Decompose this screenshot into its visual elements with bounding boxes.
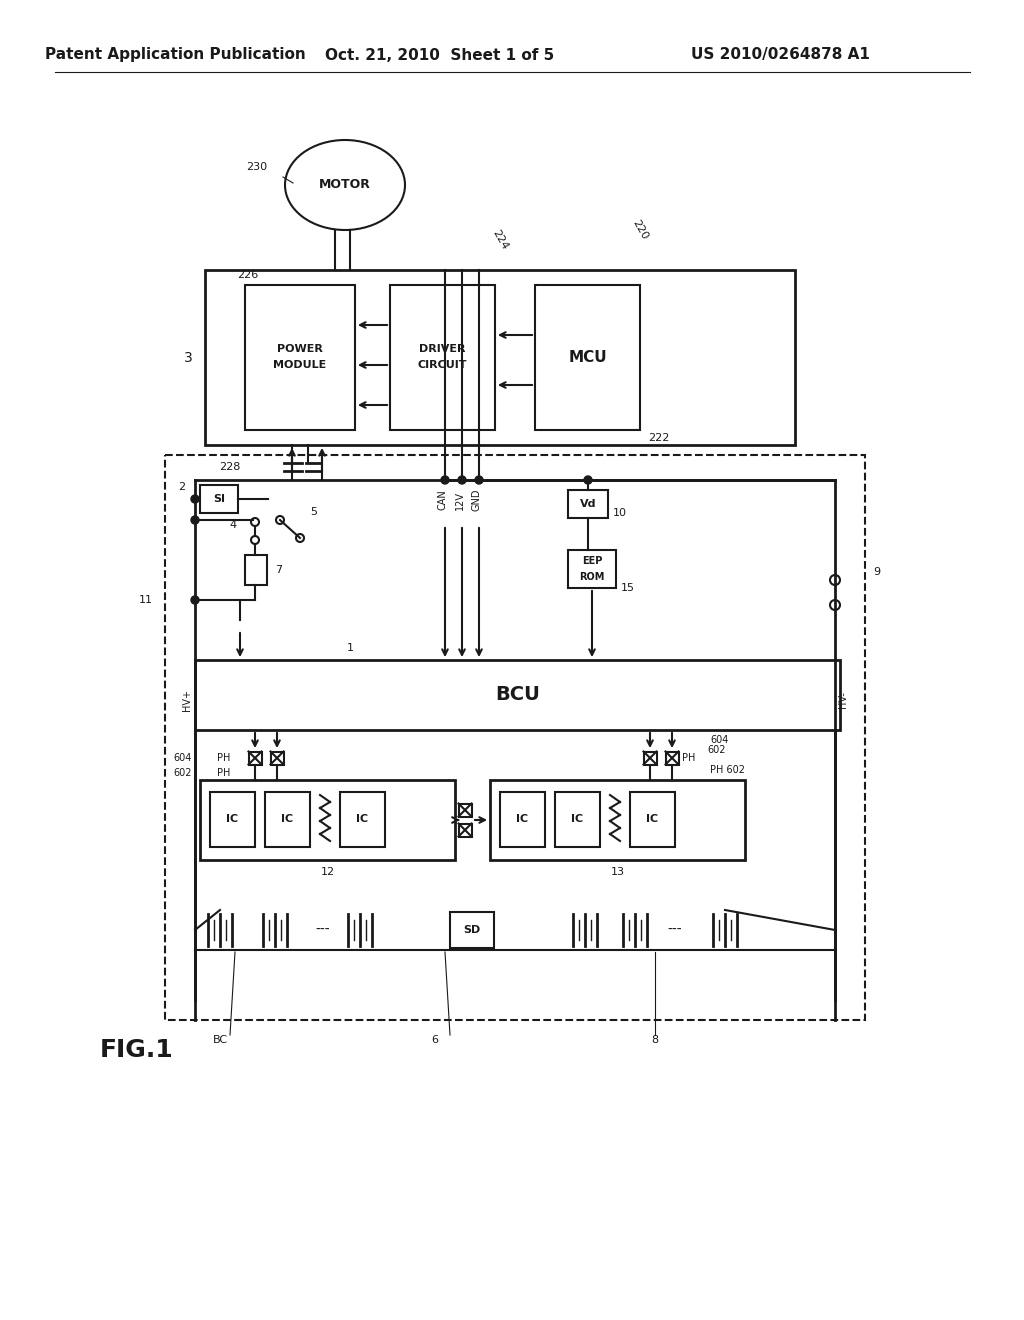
Text: Vd: Vd	[580, 499, 596, 510]
Text: PH: PH	[682, 752, 695, 763]
Bar	[265, 792, 310, 847]
Text: EEP: EEP	[582, 556, 602, 566]
Text: 222: 222	[648, 433, 670, 444]
Text: 8: 8	[651, 1035, 658, 1045]
Text: HV+: HV+	[182, 689, 193, 711]
Bar	[210, 792, 255, 847]
Circle shape	[191, 597, 199, 605]
Text: 3: 3	[184, 351, 193, 364]
Bar	[643, 751, 656, 764]
Bar	[535, 285, 640, 430]
Text: Patent Application Publication: Patent Application Publication	[45, 48, 305, 62]
Text: MCU: MCU	[568, 350, 607, 366]
Text: 13: 13	[610, 867, 625, 876]
Text: 602: 602	[173, 768, 191, 777]
Text: IC: IC	[646, 814, 658, 825]
Text: 9: 9	[873, 568, 880, 577]
Text: 1: 1	[346, 643, 353, 653]
Text: IC: IC	[571, 814, 584, 825]
Text: IC: IC	[282, 814, 294, 825]
Text: 602: 602	[707, 744, 725, 755]
Text: 226: 226	[237, 271, 258, 280]
Circle shape	[191, 495, 199, 503]
Text: MOTOR: MOTOR	[319, 178, 371, 191]
Text: 10: 10	[613, 508, 627, 517]
Bar	[459, 824, 471, 837]
Bar	[195, 660, 840, 730]
Bar	[245, 554, 267, 585]
Text: 6: 6	[431, 1035, 438, 1045]
Text: SI: SI	[213, 494, 225, 504]
Text: BCU: BCU	[495, 685, 540, 705]
Bar	[390, 285, 495, 430]
Circle shape	[458, 477, 466, 484]
Text: 230: 230	[246, 162, 267, 172]
Text: ---: ---	[668, 923, 682, 937]
Text: 12: 12	[321, 867, 335, 876]
Text: 15: 15	[621, 583, 635, 593]
Text: BC: BC	[212, 1035, 227, 1045]
Ellipse shape	[285, 140, 406, 230]
Bar	[245, 285, 355, 430]
Text: US 2010/0264878 A1: US 2010/0264878 A1	[690, 48, 869, 62]
Text: 224: 224	[490, 228, 509, 252]
Bar	[630, 792, 675, 847]
Text: 604: 604	[173, 752, 191, 763]
Text: DRIVER: DRIVER	[419, 345, 466, 355]
Text: PH 602: PH 602	[710, 766, 745, 775]
Text: 11: 11	[139, 595, 153, 605]
Bar	[666, 751, 679, 764]
Text: IC: IC	[356, 814, 369, 825]
Circle shape	[584, 477, 592, 484]
Bar	[205, 271, 795, 445]
Bar	[459, 804, 471, 817]
Bar	[490, 780, 745, 861]
Text: 604: 604	[710, 735, 728, 744]
Bar	[200, 484, 238, 513]
Text: 228: 228	[219, 462, 240, 473]
Text: PH: PH	[217, 752, 230, 763]
Text: ROM: ROM	[580, 572, 605, 582]
Text: FIG.1: FIG.1	[100, 1038, 174, 1063]
Text: POWER: POWER	[278, 345, 323, 355]
Text: IC: IC	[516, 814, 528, 825]
Circle shape	[191, 516, 199, 524]
Text: CAN: CAN	[438, 490, 449, 511]
Text: SD: SD	[464, 925, 480, 935]
Bar	[450, 912, 494, 948]
Text: ---: ---	[315, 923, 331, 937]
Bar	[270, 751, 284, 764]
Text: Oct. 21, 2010  Sheet 1 of 5: Oct. 21, 2010 Sheet 1 of 5	[326, 48, 555, 62]
Bar	[555, 792, 600, 847]
Text: 4: 4	[229, 520, 237, 531]
Text: 5: 5	[310, 507, 317, 517]
Bar	[200, 780, 455, 861]
Text: CIRCUIT: CIRCUIT	[418, 360, 467, 371]
Bar	[340, 792, 385, 847]
Text: 220: 220	[630, 218, 649, 242]
Text: HV-: HV-	[838, 692, 848, 709]
Text: 12V: 12V	[455, 491, 465, 510]
Text: IC: IC	[226, 814, 239, 825]
Text: 7: 7	[275, 565, 283, 576]
Bar	[249, 751, 261, 764]
Text: GND: GND	[472, 488, 482, 511]
Bar	[568, 550, 616, 587]
Text: MODULE: MODULE	[273, 360, 327, 371]
Circle shape	[475, 477, 483, 484]
Bar	[165, 455, 865, 1020]
Circle shape	[441, 477, 449, 484]
Text: 2: 2	[178, 482, 185, 492]
Bar	[500, 792, 545, 847]
Text: PH: PH	[217, 768, 230, 777]
Bar	[568, 490, 608, 517]
